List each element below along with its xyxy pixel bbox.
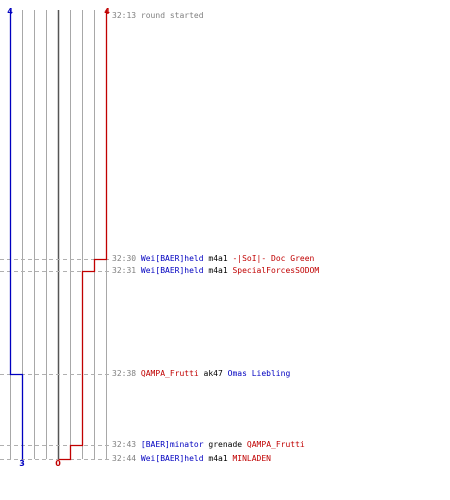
victim-name: MINLADEN — [232, 454, 271, 463]
kill-event-line: 32:38 QAMPA_Frutti ak47 Omas Liebling — [112, 369, 290, 379]
event-time: 32:38 — [112, 369, 137, 378]
round-start-line: 32:13 round started — [112, 11, 204, 21]
blue-team-step-line — [9, 10, 24, 460]
event-time: 32:44 — [112, 454, 137, 463]
red-start-count: 4 — [104, 7, 110, 16]
weapon-name: m4a1 — [208, 266, 228, 275]
victim-name: SpecialForcesSODOM — [232, 266, 320, 275]
kill-event-line: 32:43 [BAER]minator grenade QAMPA_Frutti — [112, 440, 305, 450]
kill-event-line: 32:31 Wei[BAER]held m4a1 SpecialForcesSO… — [112, 266, 319, 276]
victim-name: -|SoI|- Doc Green — [232, 254, 315, 263]
kill-event-line: 32:44 Wei[BAER]held m4a1 MINLADEN — [112, 454, 271, 464]
event-text: round started — [140, 11, 204, 20]
blue-start-count: 4 — [7, 7, 13, 16]
killer-name: Wei[BAER]held — [140, 454, 204, 463]
event-time: 32:31 — [112, 266, 137, 275]
weapon-name: m4a1 — [208, 254, 228, 263]
killer-name: [BAER]minator — [140, 440, 204, 449]
killer-name: Wei[BAER]held — [140, 254, 204, 263]
kill-event-line: 32:30 Wei[BAER]held m4a1 -|SoI|- Doc Gre… — [112, 254, 314, 264]
event-time: 32:30 — [112, 254, 137, 263]
victim-name: Omas Liebling — [227, 369, 291, 378]
killer-name: QAMPA_Frutti — [140, 369, 199, 378]
blue-end-count: 3 — [19, 459, 25, 468]
weapon-name: ak47 — [203, 369, 223, 378]
red-team-step-line — [58, 10, 108, 461]
red-end-count: 0 — [55, 459, 61, 468]
weapon-name: m4a1 — [208, 454, 228, 463]
weapon-name: grenade — [208, 440, 243, 449]
victim-name: QAMPA_Frutti — [246, 440, 305, 449]
event-time: 32:43 — [112, 440, 137, 449]
event-time: 32:13 — [112, 11, 137, 20]
killer-name: Wei[BAER]held — [140, 266, 204, 275]
